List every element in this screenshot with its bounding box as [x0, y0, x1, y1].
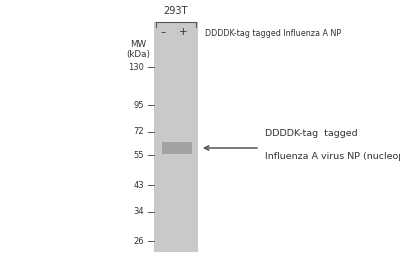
Text: 95: 95: [134, 100, 144, 110]
Text: 34: 34: [133, 207, 144, 217]
Text: 26: 26: [133, 236, 144, 246]
Text: MW: MW: [130, 40, 146, 49]
Text: 72: 72: [133, 127, 144, 136]
Text: 55: 55: [134, 150, 144, 160]
Text: (kDa): (kDa): [126, 50, 150, 59]
Text: 130: 130: [128, 62, 144, 71]
Text: 43: 43: [133, 181, 144, 190]
Text: 293T: 293T: [163, 6, 187, 16]
Text: DDDDK-tag  tagged: DDDDK-tag tagged: [265, 129, 358, 138]
Bar: [154, 22, 198, 252]
Text: +: +: [179, 27, 187, 37]
Text: –: –: [160, 27, 166, 37]
Bar: [162, 142, 192, 154]
Text: Influenza A virus NP (nucleoprotein): Influenza A virus NP (nucleoprotein): [265, 152, 400, 161]
Text: DDDDK-tag tagged Influenza A NP: DDDDK-tag tagged Influenza A NP: [205, 28, 341, 38]
